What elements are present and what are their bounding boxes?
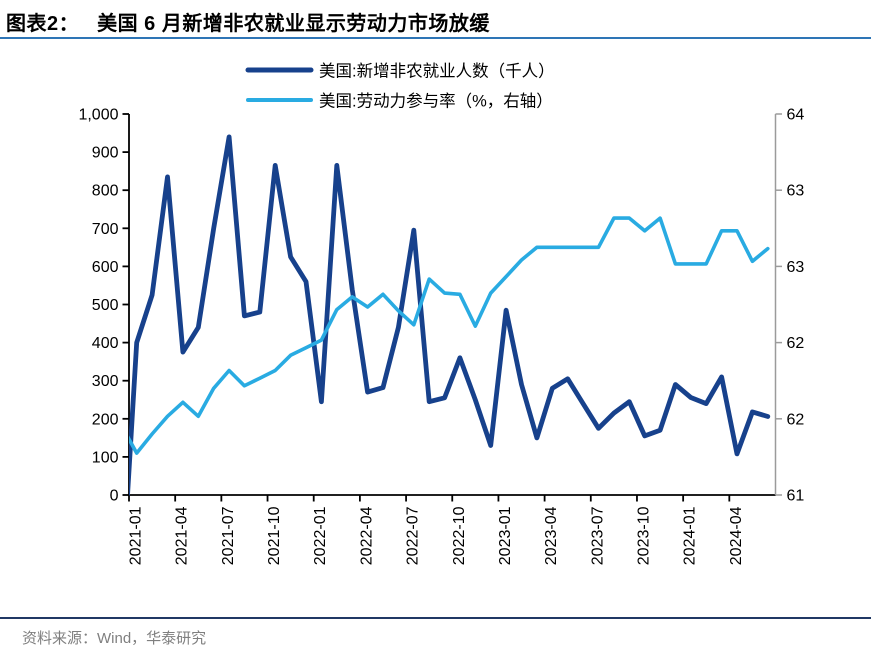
left-axis-tick-label: 400	[92, 335, 119, 352]
x-axis-tick-label: 2022-07	[405, 506, 422, 565]
right-axis-tick-label: 62	[787, 335, 805, 352]
chart-footer: 资料来源：Wind，华泰研究	[0, 617, 871, 651]
participation-line	[129, 216, 770, 455]
legend: 美国:新增非农就业人数（千人） 美国:劳动力参与率（%，右轴）	[245, 62, 555, 111]
figure-title: 美国 6 月新增非农就业显示劳动力市场放缓	[97, 13, 490, 35]
right-axis-tick-label: 61	[787, 488, 805, 505]
chart-header: 图表2： 美国 6 月新增非农就业显示劳动力市场放缓	[0, 0, 871, 39]
legend-label-payrolls: 美国:新增非农就业人数（千人）	[319, 62, 555, 81]
x-axis-tick-label: 2023-10	[635, 506, 652, 565]
right-axis-tick-label: 62	[787, 411, 805, 428]
x-axis-tick-label: 2024-01	[682, 506, 699, 565]
x-axis-tick-label: 2022-04	[358, 506, 375, 565]
x-axis-tick-label: 2022-10	[451, 506, 468, 565]
line-chart: 美国:新增非农就业人数（千人） 美国:劳动力参与率（%，右轴） 0 100 200 3…	[78, 62, 804, 566]
left-axis-tick-label: 0	[110, 488, 119, 505]
series-lines	[129, 134, 771, 496]
source-note: 资料来源：Wind，华泰研究	[22, 630, 207, 647]
left-axis-tick-label: 500	[92, 297, 119, 314]
right-axis-tick-label: 63	[787, 259, 805, 276]
x-axis-tick-label: 2022-01	[312, 506, 329, 565]
legend-label-participation: 美国:劳动力参与率（%，右轴）	[319, 92, 553, 111]
right-axis-tick-label: 64	[787, 107, 805, 124]
right-axis-tick-label: 63	[787, 183, 805, 200]
x-axis-tick-label: 2023-01	[497, 506, 514, 565]
left-axis-tick-label: 200	[92, 411, 119, 428]
left-axis-tick-label: 600	[92, 259, 119, 276]
page-title: 图表2： 美国 6 月新增非农就业显示劳动力市场放缓	[6, 7, 490, 36]
axes: 0 100 200 300 400 500 600 700 800 900 1,000 61 62 62 6…	[78, 107, 804, 566]
left-axis-tick-label: 800	[92, 183, 119, 200]
x-axis-tick-label: 2021-07	[220, 506, 237, 565]
left-axis-tick-label: 100	[92, 449, 119, 466]
x-axis-tick-label: 2023-07	[589, 506, 606, 565]
left-axis-tick-label: 300	[92, 373, 119, 390]
x-axis-tick-label: 2023-04	[543, 506, 560, 565]
x-axis-tick-label: 2024-04	[728, 506, 745, 565]
x-axis-tick-label: 2021-10	[266, 506, 283, 565]
left-axis-tick-label: 700	[92, 221, 119, 238]
left-axis-tick-label: 1,000	[78, 107, 118, 124]
figure-tag: 图表2：	[6, 13, 80, 35]
left-axis-tick-label: 900	[92, 145, 119, 162]
chart-area: 美国:新增非农就业人数（千人） 美国:劳动力参与率（%，右轴） 0 100 200 3…	[0, 45, 871, 622]
x-axis-tick-label: 2021-01	[128, 506, 145, 565]
x-axis-tick-label: 2021-04	[174, 506, 191, 565]
payrolls-line	[129, 134, 771, 496]
